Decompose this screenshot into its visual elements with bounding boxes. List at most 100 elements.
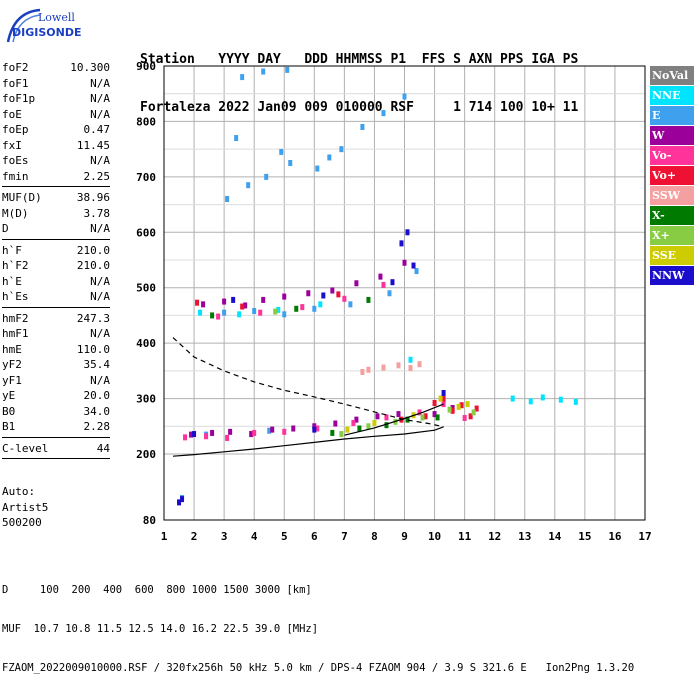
data-point-e <box>387 290 392 297</box>
param-row: B0 34.0 <box>2 404 110 420</box>
y-tick-label: 80 <box>143 514 156 527</box>
data-point-vo- <box>441 395 446 402</box>
param-value: N/A <box>90 290 110 303</box>
trace-line-0 <box>172 426 444 457</box>
param-row: foEp 0.47 <box>2 122 110 138</box>
param-name: D <box>2 222 9 235</box>
data-point-vo- <box>258 309 263 316</box>
data-point-nnw <box>180 496 185 503</box>
data-point-ssw <box>408 365 413 372</box>
param-value: 247.3 <box>76 311 110 325</box>
x-tick-label: 13 <box>518 530 531 543</box>
data-point-vo- <box>204 433 209 440</box>
data-point-e <box>279 148 284 155</box>
data-point-w <box>282 293 287 300</box>
param-row: hmE 110.0 <box>2 342 110 358</box>
param-name: h`E <box>2 274 22 288</box>
data-point-sse <box>372 419 377 426</box>
x-tick-label: 6 <box>311 530 318 543</box>
param-name: MUF(D) <box>2 191 42 204</box>
polarization-legend: NoVal NNE E W Vo- Vo+ SSW X- X+ SSE NNW <box>650 66 694 286</box>
data-point-w <box>261 296 266 303</box>
param-name: fmin <box>2 169 29 183</box>
legend-item-w: W <box>650 126 694 145</box>
data-point-ssw <box>381 364 386 371</box>
param-row: foF2 10.300 <box>2 60 110 76</box>
param-value: 20.0 <box>83 389 111 402</box>
y-tick-label: 600 <box>136 226 156 239</box>
data-point-ssw <box>360 368 365 375</box>
x-tick-label: 15 <box>578 530 591 543</box>
divider <box>2 436 110 438</box>
data-point-w <box>291 425 296 432</box>
data-point-e <box>240 74 245 81</box>
data-point-w <box>396 411 401 418</box>
param-name: foF1 <box>2 76 29 90</box>
header-values: Fortaleza 2022 Jan09 009 010000 RSF 1 71… <box>140 100 579 115</box>
data-point-x- <box>435 414 440 421</box>
data-point-nne <box>237 311 242 318</box>
data-point-w <box>201 301 206 308</box>
data-point-e <box>282 311 287 318</box>
data-point-x- <box>420 414 425 421</box>
parameter-group-profile: hmF2 247.3 hmF1 N/A hmE 110.0 yF2 35.4 yF1 N/A yE 2… <box>2 311 110 435</box>
param-name: foF1p <box>2 92 36 105</box>
data-point-w <box>270 426 275 433</box>
y-tick-label: 900 <box>136 60 156 73</box>
lowell-digisonde-logo: Lowell DIGISONDE <box>4 6 82 46</box>
data-point-w <box>354 280 359 287</box>
data-point-nnw <box>192 431 197 438</box>
data-point-nne <box>558 396 563 403</box>
param-name: fxI <box>2 138 22 152</box>
data-point-nne <box>573 398 578 405</box>
parameter-group-critical-frequencies: foF2 10.300 foF1 N/A foF1p N/A foE N/A foEp 0.47 f… <box>2 60 110 184</box>
y-tick-labels: 80 200 300 400 500 600 700 800 900 <box>136 60 156 527</box>
data-point-x- <box>210 312 215 319</box>
param-name: hmF2 <box>2 311 29 325</box>
y-tick-label: 800 <box>136 115 156 128</box>
legend-item-x-: X+ <box>650 226 694 245</box>
data-point-x- <box>366 423 371 430</box>
param-name: hmE <box>2 342 22 356</box>
data-point-w <box>243 302 248 309</box>
legend-item-sse: SSE <box>650 246 694 265</box>
data-point-w <box>249 431 254 438</box>
param-value: N/A <box>90 107 110 121</box>
param-name: h`Es <box>2 290 29 303</box>
param-value: N/A <box>90 327 110 340</box>
param-row: h`F 210.0 <box>2 243 110 259</box>
data-point-w <box>375 413 380 420</box>
data-point-e <box>246 182 251 189</box>
param-value: 10.300 <box>70 61 110 74</box>
data-point-vo- <box>252 429 257 436</box>
logo-text-lowell: Lowell <box>38 11 75 24</box>
data-point-nnw <box>390 279 395 286</box>
data-point-vo- <box>183 434 188 441</box>
param-name: B1 <box>2 420 16 433</box>
param-name: h`F2 <box>2 259 29 272</box>
footer-distance-row: D 100 200 400 600 800 1000 1500 3000 [km… <box>2 584 312 596</box>
param-name: foF2 <box>2 61 29 74</box>
param-value: N/A <box>90 154 110 167</box>
data-point-e <box>360 123 365 130</box>
data-point-x- <box>384 422 389 429</box>
scaled-parameters-panel: foF2 10.300 foF1 N/A foF1p N/A foE N/A foEp 0.47 f… <box>2 60 110 462</box>
footer-info: D 100 200 400 600 800 1000 1500 3000 [km… <box>2 558 634 688</box>
legend-item-vo-: Vo+ <box>650 166 694 185</box>
param-row: fxI 11.45 <box>2 138 110 154</box>
data-point-vo- <box>282 428 287 435</box>
param-name: C-level <box>2 441 49 455</box>
data-point-vo- <box>459 402 464 409</box>
divider <box>2 238 110 240</box>
data-point-e <box>285 66 290 73</box>
data-point-w <box>378 273 383 280</box>
data-point-nnw <box>177 499 182 506</box>
x-tick-label: 3 <box>221 530 228 543</box>
data-point-e <box>414 268 419 275</box>
param-value: 2.25 <box>83 169 111 183</box>
param-row: h`E N/A <box>2 274 110 290</box>
data-point-nne <box>528 398 533 405</box>
param-name: yF1 <box>2 373 22 387</box>
data-point-x- <box>405 416 410 423</box>
divider <box>2 186 110 187</box>
